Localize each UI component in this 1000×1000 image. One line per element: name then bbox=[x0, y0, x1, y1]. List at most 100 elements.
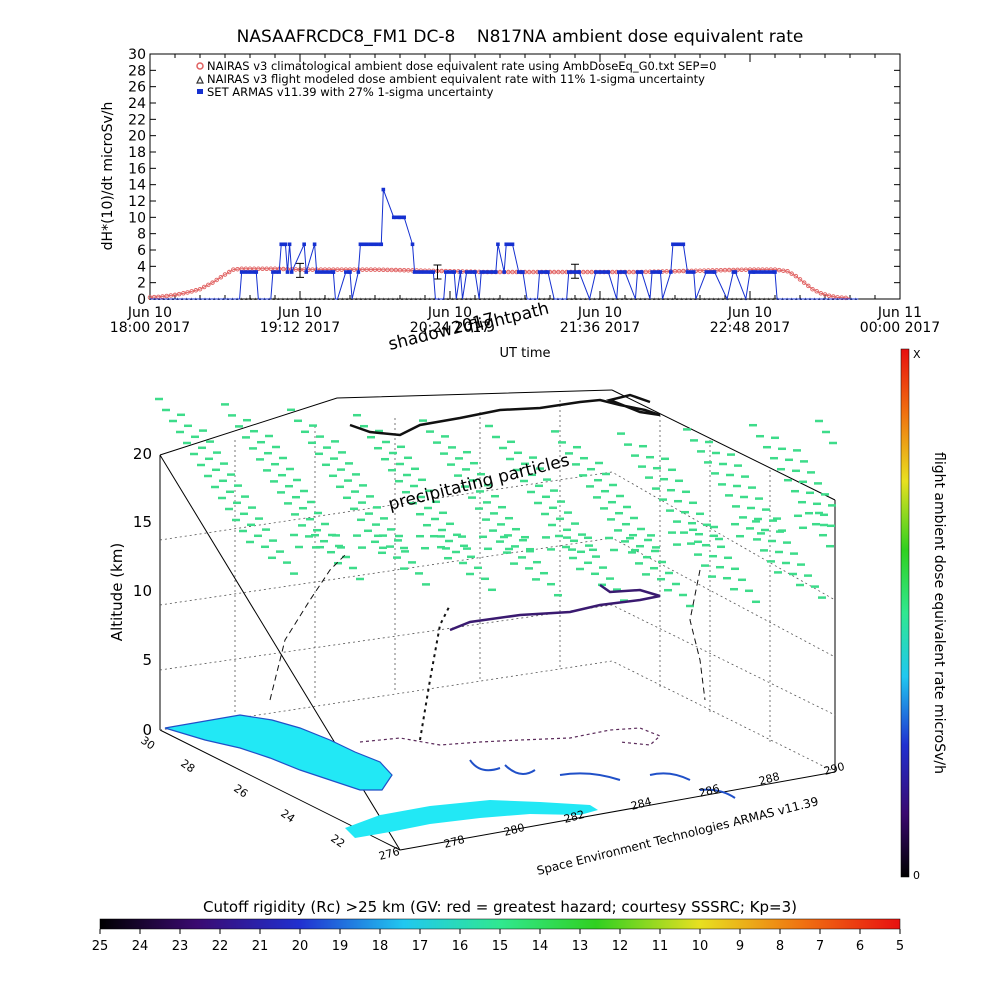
flight-modeled-point bbox=[620, 297, 624, 300]
flight-modeled-point bbox=[364, 297, 367, 300]
lon-tick-282: 282 bbox=[562, 808, 586, 826]
nairas-clim-point bbox=[814, 288, 819, 294]
coastline-bahamas bbox=[469, 759, 736, 799]
armas-point bbox=[348, 270, 352, 274]
flight-modeled-point bbox=[240, 297, 243, 300]
nairas-clim-point bbox=[626, 269, 632, 275]
armas-point bbox=[381, 187, 386, 192]
nairas-clim-point bbox=[176, 291, 182, 297]
flight-modeled-point bbox=[277, 297, 280, 300]
flight-modeled-point bbox=[387, 297, 390, 300]
armas-point bbox=[365, 242, 369, 247]
z-tick-10: 10 bbox=[133, 582, 152, 600]
armas-point bbox=[444, 270, 448, 274]
flight-modeled-point bbox=[345, 297, 349, 300]
flight-modeled-point bbox=[616, 297, 619, 300]
flight-modeled-point bbox=[410, 297, 413, 300]
nairas-clim-point bbox=[226, 269, 232, 275]
flight-modeled-point bbox=[373, 297, 376, 300]
flight-modeled-point bbox=[318, 297, 321, 300]
armas-point bbox=[577, 270, 581, 274]
armas-point bbox=[689, 270, 693, 274]
flight-modeled-point bbox=[290, 297, 294, 300]
nairas-clim-point bbox=[585, 269, 590, 275]
armas-point bbox=[283, 242, 288, 247]
flight-modeled-point bbox=[671, 297, 674, 300]
flight-modeled-point bbox=[478, 297, 482, 300]
nairas-clim-point bbox=[510, 269, 515, 275]
flight-modeled-point bbox=[309, 297, 312, 300]
flight-dashed-right bbox=[689, 569, 706, 701]
nairas-clim-point bbox=[581, 269, 586, 275]
flight-modeled-point bbox=[666, 297, 670, 300]
flight-shadow-top bbox=[349, 393, 661, 437]
armas-point bbox=[271, 270, 275, 274]
x-axis-label: UT time bbox=[500, 346, 551, 361]
flight-modeled-point bbox=[602, 297, 605, 300]
nairas-clim-point bbox=[393, 267, 399, 273]
nairas-clim-point bbox=[722, 267, 728, 273]
nairas-clim-point bbox=[231, 267, 236, 272]
armas-point bbox=[653, 270, 658, 274]
flight-modeled-point bbox=[639, 297, 642, 300]
nairas-clim-point bbox=[406, 268, 411, 273]
nairas-clim-point bbox=[385, 267, 390, 273]
armas-point bbox=[759, 270, 763, 274]
flight-modeled-point bbox=[515, 297, 518, 300]
lon-tick-286: 286 bbox=[697, 782, 721, 800]
colorbar-rigidity-tick-label: 12 bbox=[612, 939, 629, 954]
armas-point bbox=[704, 270, 709, 274]
armas-point bbox=[277, 270, 281, 274]
colorbar-rigidity-tick-label: 14 bbox=[532, 939, 549, 954]
nairas-clim-point bbox=[389, 267, 394, 273]
nairas-clim-point bbox=[197, 286, 203, 292]
flight-modeled-point bbox=[520, 297, 523, 300]
nairas-clim-point bbox=[672, 268, 678, 274]
armas-point bbox=[402, 215, 406, 220]
armas-point bbox=[671, 242, 675, 247]
armas-point bbox=[419, 270, 424, 274]
nairas-clim-point bbox=[364, 267, 369, 272]
nairas-clim-point bbox=[372, 267, 378, 272]
flight-climb-left bbox=[419, 604, 451, 741]
flight-modeled-point bbox=[451, 297, 454, 300]
nairas-clim-point bbox=[776, 267, 782, 273]
armas-point bbox=[570, 270, 574, 274]
nairas-clim-point bbox=[676, 268, 682, 274]
x-tick-time: 20:24 2017 bbox=[410, 320, 490, 336]
armas-point bbox=[379, 242, 384, 247]
flight-modeled-point bbox=[483, 297, 486, 300]
x-tick-time: 19:12 2017 bbox=[260, 320, 340, 336]
colorbar-dose-top: X bbox=[913, 348, 921, 361]
chart-title: NASAAFRCDC8_FM1 DC-8 N817NA ambient dose… bbox=[237, 27, 804, 47]
armas-point bbox=[733, 270, 738, 274]
lon-tick-276: 276 bbox=[377, 845, 401, 863]
precipitating-particles-field bbox=[155, 397, 837, 608]
armas-point bbox=[479, 270, 484, 274]
colorbar-rigidity-tick-label: 9 bbox=[736, 939, 744, 954]
flight-modeled-point bbox=[322, 297, 326, 300]
flight-modeled-point bbox=[355, 297, 358, 300]
x-tick-day: Jun 10 bbox=[127, 305, 172, 321]
armas-point bbox=[412, 270, 417, 274]
flight-modeled-point bbox=[593, 297, 596, 300]
flight-modeled-point bbox=[313, 297, 317, 300]
x-tick-day: Jun 10 bbox=[727, 305, 772, 321]
colorbar-rigidity-tick-label: 21 bbox=[252, 939, 269, 954]
armas-point bbox=[452, 270, 456, 274]
flight-modeled-point bbox=[698, 297, 702, 300]
flight-modeled-point bbox=[487, 297, 491, 300]
flight-modeled-point bbox=[300, 297, 303, 300]
lat-tick-24: 24 bbox=[278, 807, 297, 826]
armas-point bbox=[246, 270, 251, 274]
flight-modeled-point bbox=[295, 297, 298, 300]
lon-tick-288: 288 bbox=[757, 770, 781, 788]
legend-label-nairas-clim: NAIRAS v3 climatological ambient dose eq… bbox=[207, 59, 716, 73]
lat-tick-22: 22 bbox=[328, 832, 347, 851]
armas-point bbox=[541, 270, 545, 274]
flight-modeled-point bbox=[432, 297, 436, 300]
armas-point bbox=[600, 270, 605, 274]
nairas-clim-point bbox=[201, 284, 207, 290]
armas-point bbox=[324, 270, 329, 274]
nairas-clim-point bbox=[376, 267, 382, 272]
